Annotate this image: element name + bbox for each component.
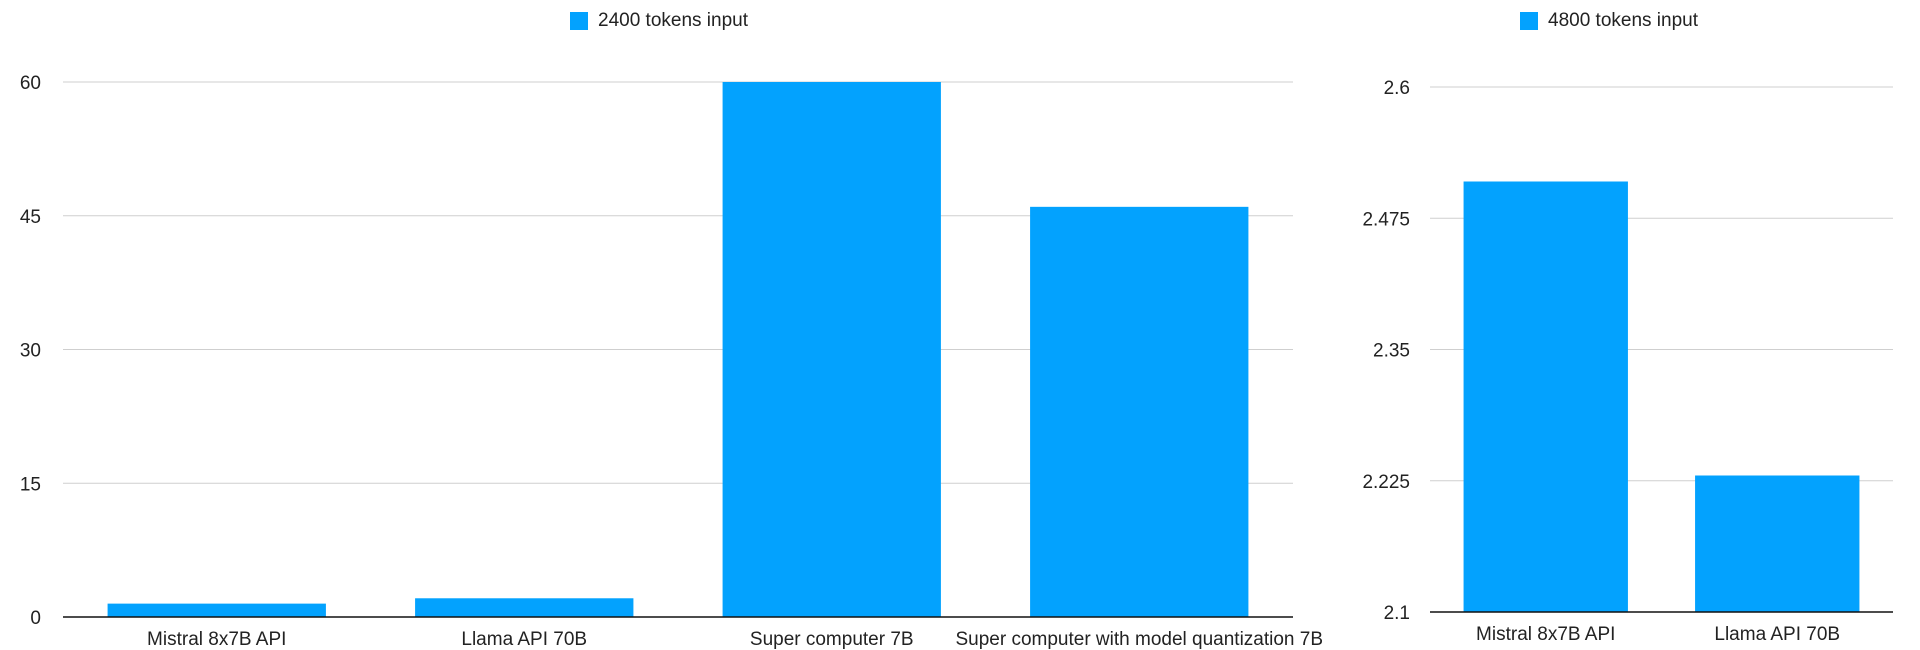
legend-label: 2400 tokens input bbox=[598, 10, 748, 32]
y-tick-label: 2.475 bbox=[1362, 209, 1410, 230]
legend: 2400 tokens input bbox=[570, 10, 748, 32]
x-tick-label: Llama API 70B bbox=[461, 629, 587, 650]
legend-swatch bbox=[570, 12, 588, 30]
chart-4800-tokens: 4800 tokens input 2.1 2.225 2.35 2.475 2.6 Mi… bbox=[1330, 0, 1920, 650]
y-tick-label: 60 bbox=[20, 73, 41, 94]
bar bbox=[1464, 182, 1628, 613]
x-tick-label: Mistral 8x7B API bbox=[1476, 624, 1615, 645]
y-tick-label: 45 bbox=[20, 207, 41, 228]
x-tick-label: Super computer with model quantization 7… bbox=[955, 629, 1323, 650]
chart-2400-tokens: 2400 tokens input 0 15 30 45 60 Mistral 8x7B … bbox=[0, 0, 1330, 650]
y-tick-label: 2.225 bbox=[1362, 472, 1410, 493]
bar bbox=[723, 82, 941, 617]
legend-label: 4800 tokens input bbox=[1548, 10, 1698, 32]
y-tick-label: 2.35 bbox=[1373, 341, 1410, 362]
legend: 4800 tokens input bbox=[1520, 10, 1698, 32]
x-tick-label: Mistral 8x7B API bbox=[147, 629, 286, 650]
plot-area: 0 15 30 45 60 Mistral 8x7B API Llama API 70B Su… bbox=[0, 0, 1330, 650]
bar bbox=[1030, 207, 1248, 617]
y-tick-label: 2.6 bbox=[1384, 78, 1410, 99]
x-tick-label: Llama API 70B bbox=[1714, 624, 1840, 645]
y-tick-label: 15 bbox=[20, 474, 41, 495]
bar bbox=[415, 598, 633, 617]
bar bbox=[108, 604, 326, 617]
y-tick-label: 2.1 bbox=[1384, 603, 1410, 624]
y-tick-label: 0 bbox=[30, 608, 41, 629]
x-tick-label: Super computer 7B bbox=[750, 629, 914, 650]
y-tick-label: 30 bbox=[20, 341, 41, 362]
legend-swatch bbox=[1520, 12, 1538, 30]
bar bbox=[1695, 476, 1859, 613]
plot-area: 2.1 2.225 2.35 2.475 2.6 Mistral 8x7B API Llam… bbox=[1330, 0, 1920, 650]
